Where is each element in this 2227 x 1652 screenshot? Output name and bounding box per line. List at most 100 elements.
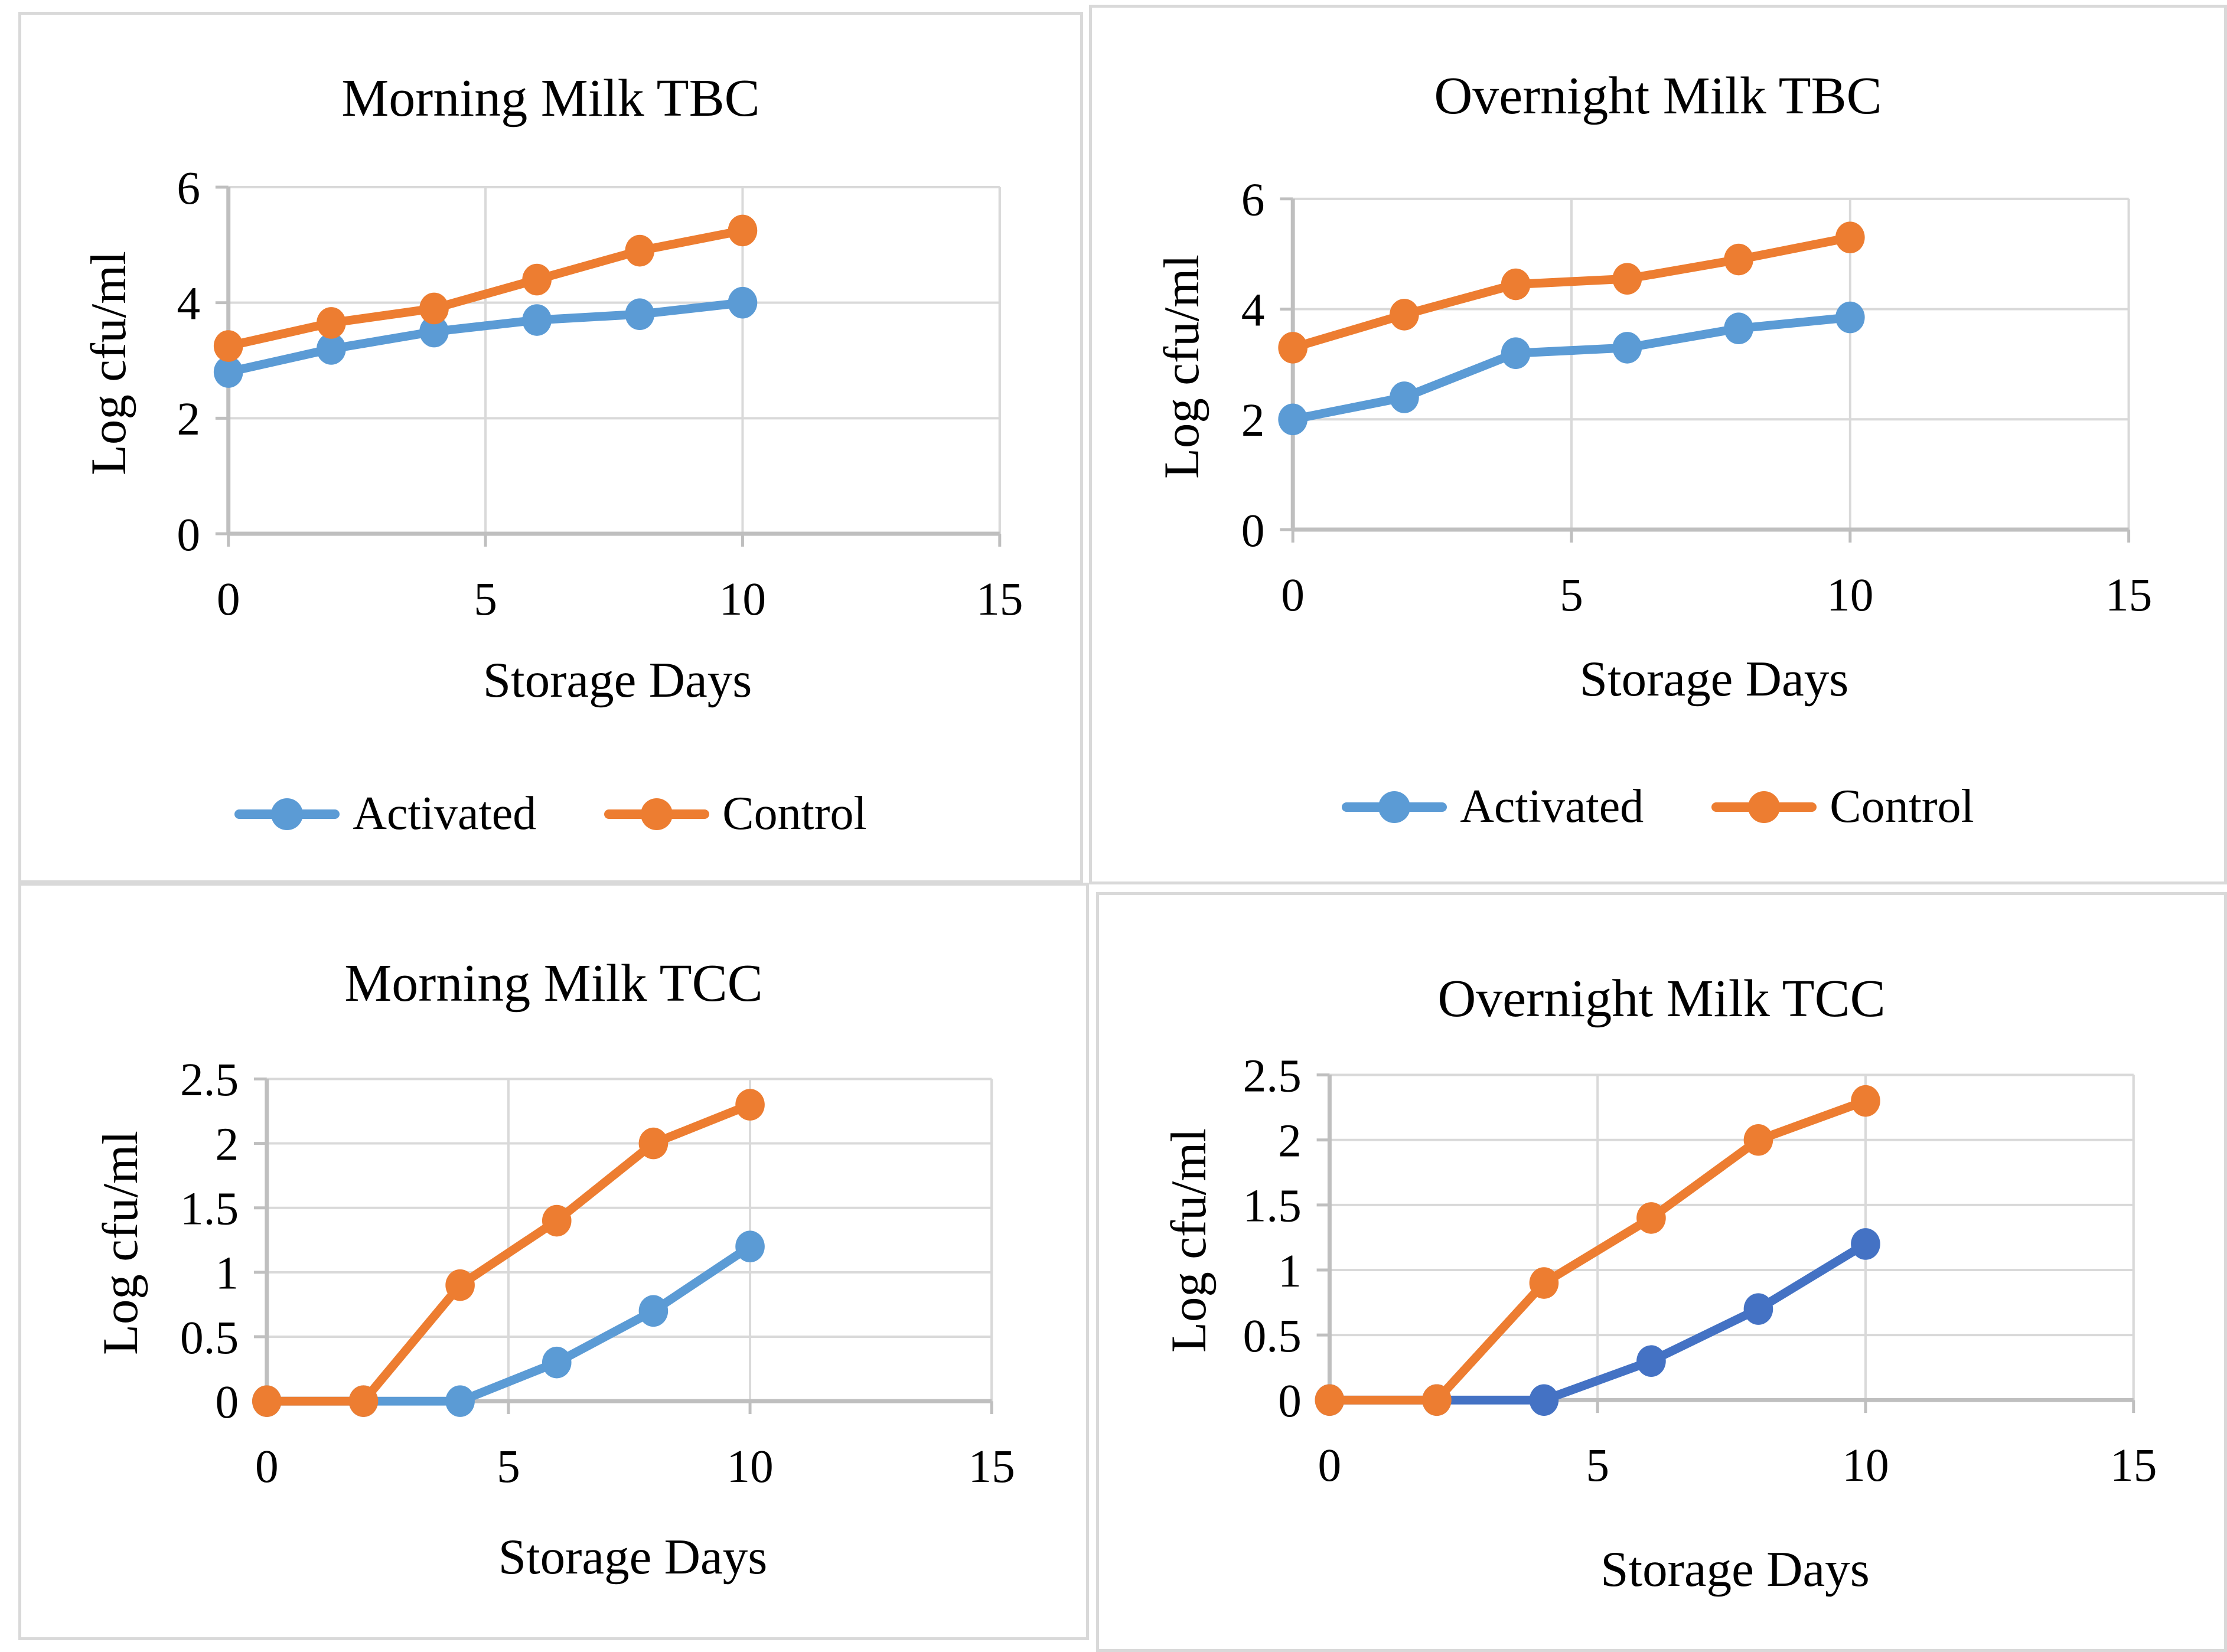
chart-title: Morning Milk TCC xyxy=(344,954,763,1013)
plot-area: 0 2 4 6 0 5 10 15 xyxy=(177,162,1023,625)
data-point-marker-control xyxy=(1315,1384,1345,1416)
legend-entry-control: Control xyxy=(604,787,867,841)
data-point-marker-control xyxy=(252,1385,282,1417)
y-tick-label: 0.5 xyxy=(1243,1310,1302,1362)
data-point-marker-control xyxy=(1835,221,1865,253)
y-tick-label: 0 xyxy=(1241,505,1265,557)
legend: Activated Control xyxy=(21,787,1080,841)
data-point-marker-control xyxy=(638,1127,669,1160)
data-point-marker-activated xyxy=(542,1346,572,1379)
x-tick-label: 0 xyxy=(1318,1439,1342,1491)
data-point-marker-activated xyxy=(419,315,449,348)
series-line-control xyxy=(1288,233,1855,352)
y-tick-label: 0 xyxy=(216,1376,239,1428)
data-point-marker-activated xyxy=(445,1385,475,1417)
x-tick-label: 10 xyxy=(726,1441,773,1493)
data-point-marker-control xyxy=(1743,1124,1773,1156)
y-tick-label: 2 xyxy=(1241,394,1265,446)
data-point-marker-activated xyxy=(1724,312,1753,345)
data-point-marker-control xyxy=(419,292,449,325)
x-tick-label: 15 xyxy=(968,1441,1015,1493)
data-point-marker-activated xyxy=(1278,403,1308,436)
x-tick-label: 10 xyxy=(719,573,766,625)
x-tick-label: 5 xyxy=(1586,1439,1609,1491)
y-tick-label: 2.5 xyxy=(180,1054,239,1106)
data-point-marker-control xyxy=(1278,332,1308,364)
series-line-control xyxy=(262,1100,755,1406)
data-point-marker-activated xyxy=(1636,1345,1666,1377)
x-tick-label: 15 xyxy=(2105,569,2152,621)
y-tick-label: 1 xyxy=(216,1248,239,1300)
data-point-marker-control xyxy=(317,307,346,339)
data-point-marker-activated xyxy=(1851,1228,1880,1260)
x-axis-label: Storage Days xyxy=(482,652,752,708)
chart-panel-overnight-milk-tcc: Overnight Milk TCC Log cfu/ml 0 0.5 1 1.5 2 2… xyxy=(1096,892,2227,1652)
plot-area: 0 0.5 1 1.5 2 2.5 0 5 10 15 xyxy=(1243,1050,2157,1491)
y-tick-label: 1 xyxy=(1278,1245,1302,1297)
y-tick-label: 2 xyxy=(216,1118,239,1170)
legend-label: Control xyxy=(1830,781,1974,832)
data-point-marker-activated xyxy=(317,333,346,365)
data-point-marker-activated xyxy=(735,1230,765,1262)
legend-label: Activated xyxy=(353,788,537,840)
x-tick-label: 5 xyxy=(497,1441,520,1493)
y-tick-label: 2 xyxy=(177,393,200,445)
y-tick-label: 0 xyxy=(1278,1375,1302,1427)
x-tick-label: 0 xyxy=(255,1441,279,1493)
data-point-marker-activated xyxy=(638,1295,669,1327)
data-point-marker-control xyxy=(1636,1202,1666,1234)
data-point-marker-activated xyxy=(1612,332,1642,364)
y-tick-label: 4 xyxy=(177,277,200,329)
data-point-marker-control xyxy=(728,214,758,247)
legend-line-marker-icon xyxy=(1342,791,1447,824)
series-line-control xyxy=(224,226,747,351)
legend-line-marker-icon xyxy=(604,798,710,831)
legend-line-marker-icon xyxy=(234,798,340,831)
data-point-marker-activated xyxy=(625,298,655,331)
data-point-marker-control xyxy=(1851,1085,1880,1117)
data-point-marker-control xyxy=(1390,299,1419,331)
data-point-marker-activated xyxy=(1835,301,1865,334)
data-point-marker-activated xyxy=(1390,381,1419,413)
data-point-marker-control xyxy=(542,1204,572,1237)
x-tick-label: 10 xyxy=(1842,1439,1889,1491)
series-line-activated xyxy=(224,298,747,377)
x-tick-label: 15 xyxy=(976,573,1023,625)
x-axis-label: Storage Days xyxy=(498,1529,768,1585)
data-point-marker-control xyxy=(735,1089,765,1121)
y-tick-label: 6 xyxy=(177,162,200,214)
y-tick-label: 2 xyxy=(1278,1115,1302,1167)
x-tick-label: 0 xyxy=(217,573,240,625)
y-tick-label: 4 xyxy=(1241,284,1265,336)
plot-area: 0 0.5 1 1.5 2 2.5 0 5 10 15 xyxy=(180,1054,1015,1493)
plot-area: 0 2 4 6 0 5 10 15 xyxy=(1241,174,2153,621)
legend: Activated Control xyxy=(1092,780,2224,834)
x-axis-label: Storage Days xyxy=(1579,651,1849,707)
y-tick-label: 1.5 xyxy=(1243,1180,1302,1232)
y-tick-label: 0 xyxy=(177,509,200,561)
x-tick-label: 5 xyxy=(474,573,497,625)
chart-title: Morning Milk TBC xyxy=(341,69,760,128)
y-tick-label: 1.5 xyxy=(180,1183,239,1235)
data-point-marker-control xyxy=(522,263,552,296)
data-point-marker-control xyxy=(1529,1267,1559,1299)
x-tick-label: 15 xyxy=(2110,1439,2157,1491)
legend-entry-control: Control xyxy=(1711,780,1974,834)
data-point-marker-control xyxy=(1422,1384,1452,1416)
data-point-marker-control xyxy=(213,330,243,362)
x-tick-label: 0 xyxy=(1281,569,1305,621)
series-line-activated xyxy=(1288,313,1855,424)
data-point-marker-activated xyxy=(1501,337,1531,370)
data-point-marker-control xyxy=(445,1269,475,1301)
y-tick-label: 2.5 xyxy=(1243,1050,1302,1102)
x-tick-label: 5 xyxy=(1560,569,1583,621)
chart-panel-morning-milk-tcc: Morning Milk TCC Log cfu/ml 0 0.5 1 1.5 2 2.5… xyxy=(18,883,1089,1640)
y-tick-label: 6 xyxy=(1241,174,1265,226)
data-point-marker-activated xyxy=(728,286,758,319)
legend-label: Control xyxy=(722,788,867,840)
legend-entry-activated: Activated xyxy=(234,787,536,841)
chart-panel-morning-milk-tbc: Morning Milk TBC Log cfu/ml 0 2 4 6 0 5 10 15 S… xyxy=(18,12,1083,883)
data-point-marker-control xyxy=(348,1385,379,1417)
chart-panel-overnight-milk-tbc: Overnight Milk TBC Log cfu/ml 0 2 4 6 0 5 10 15… xyxy=(1089,5,2227,884)
chart-title: Overnight Milk TCC xyxy=(1437,969,1886,1028)
